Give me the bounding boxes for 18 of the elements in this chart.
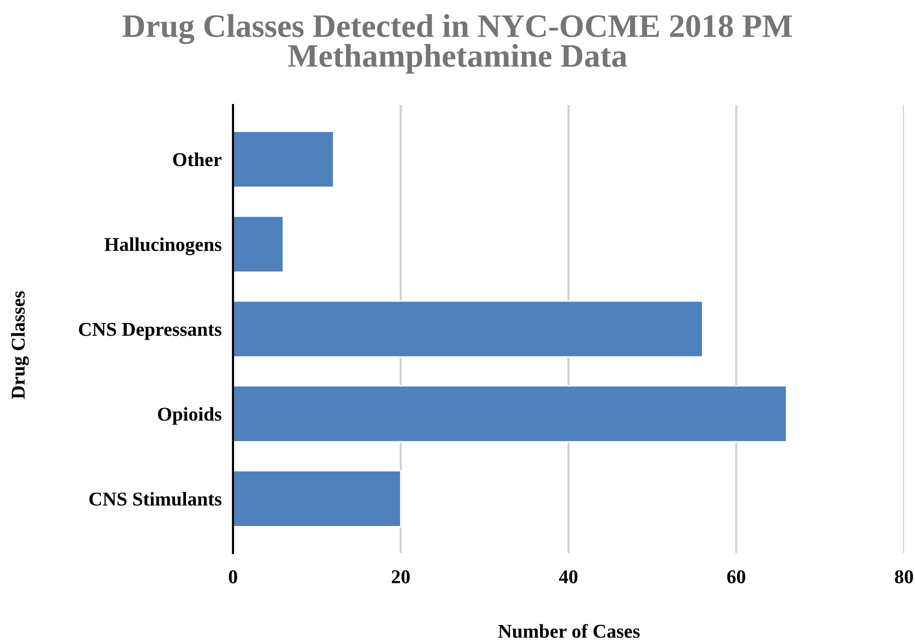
y-axis-title: Drug Classes xyxy=(11,291,29,399)
y-tick-label: CNS Depressants xyxy=(78,322,222,340)
bar xyxy=(233,215,284,273)
x-tick-label: 60 xyxy=(727,570,746,584)
y-tick-label: Hallucinogens xyxy=(104,237,222,256)
x-tick-label: 20 xyxy=(392,570,410,584)
x-tick-label: 80 xyxy=(894,570,913,584)
bar xyxy=(233,130,334,188)
y-tick-label: Other xyxy=(173,152,222,166)
x-tick-label: 40 xyxy=(559,570,578,584)
x-tick-label: 0 xyxy=(228,570,238,584)
bar xyxy=(233,470,402,528)
chart-title: Drug Classes Detected in NYC-OCME 2018 PM Methamphetamine Data xyxy=(122,14,792,74)
bar xyxy=(233,300,704,358)
y-tick-label: Opioids xyxy=(158,407,222,425)
x-axis-title: Number of Cases xyxy=(498,624,640,638)
bar xyxy=(233,385,788,443)
y-tick-label: CNS Stimulants xyxy=(89,492,222,506)
